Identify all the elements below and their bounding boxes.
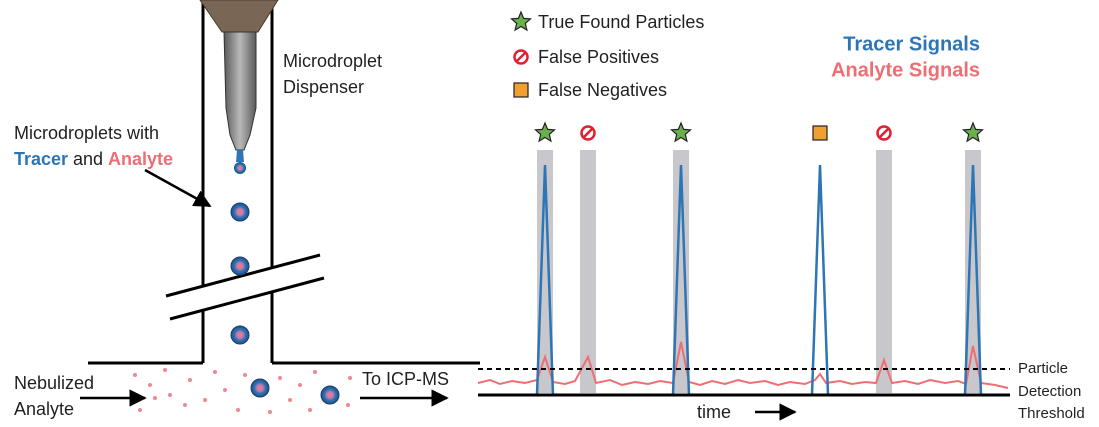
- analyte-signal: [477, 341, 1009, 389]
- tracer-signals-label: Tracer Signals: [843, 33, 980, 55]
- tracer-label: Tracer: [14, 149, 68, 169]
- droplets: [230, 202, 340, 405]
- dispenser: [199, 0, 279, 174]
- x-axis-label: time: [697, 402, 731, 422]
- outlet-label: To ICP-MS: [362, 369, 449, 389]
- threshold-label: Detection: [1018, 383, 1081, 400]
- legend-label: False Negatives: [538, 80, 667, 100]
- threshold-label: Threshold: [1018, 405, 1085, 422]
- analyte-label: Analyte: [108, 149, 173, 169]
- arrows: [80, 168, 797, 421]
- legend-label: False Positives: [538, 47, 659, 67]
- threshold-label: Particle: [1018, 360, 1068, 377]
- droplet-label: and: [73, 149, 103, 169]
- dispenser-label: Dispenser: [283, 77, 364, 97]
- legend-label: True Found Particles: [538, 12, 704, 32]
- legend: [510, 11, 532, 98]
- markers: [534, 122, 984, 142]
- apparatus: [88, 0, 480, 365]
- inlet-label: Nebulized: [14, 373, 94, 393]
- dispenser-label: Microdroplet: [283, 51, 382, 71]
- droplet-label: Microdroplets with: [14, 123, 159, 143]
- analyte-aerosol: [133, 368, 352, 414]
- tracer-signal: [535, 164, 983, 396]
- inlet-label: Analyte: [14, 399, 74, 419]
- detection-windows: [537, 150, 981, 393]
- analyte-signals-label: Analyte Signals: [831, 59, 980, 81]
